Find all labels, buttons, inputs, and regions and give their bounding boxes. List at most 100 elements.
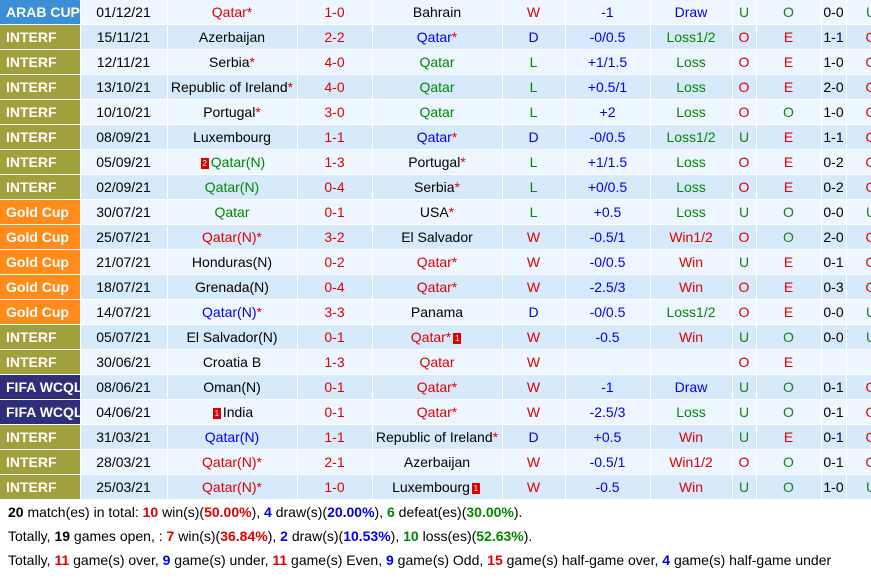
home-team[interactable]: Qatar(N)* [167,449,298,475]
league-badge[interactable]: INTERF [0,474,81,500]
away-team[interactable]: Qatar [372,99,503,125]
home-team[interactable]: Portugal* [167,99,298,125]
table-row[interactable]: INTERF 08/09/21 Luxembourg 1-1 Qatar* D -0/0.5… [0,124,871,150]
away-team[interactable]: Azerbaijan [372,449,503,475]
table-row[interactable]: FIFA WCQL 08/06/21 Oman(N) 0-1 Qatar* W -1 Draw… [0,374,871,400]
match-score[interactable]: 1-0 [297,0,373,25]
match-score[interactable]: 3-0 [297,99,373,125]
league-badge[interactable]: INTERF [0,349,81,375]
match-score[interactable]: 2-2 [297,24,373,50]
league-badge[interactable]: INTERF [0,124,81,150]
away-team[interactable]: Qatar* [372,399,503,425]
away-team[interactable]: Portugal* [372,149,503,175]
league-badge[interactable]: INTERF [0,49,81,75]
match-score[interactable]: 3-3 [297,299,373,325]
table-row[interactable]: INTERF 31/03/21 Qatar(N) 1-1 Republic of Ire… [0,424,871,450]
away-team[interactable]: Qatar [372,74,503,100]
home-team[interactable]: Qatar(N) [167,424,298,450]
league-badge[interactable]: INTERF [0,174,81,200]
table-row[interactable]: INTERF 02/09/21 Qatar(N) 0-4 Serbia* L +0/0.5 L… [0,174,871,200]
table-row[interactable]: Gold Cup 14/07/21 Qatar(N)* 3-3 Panama D -0/0.… [0,299,871,325]
away-team[interactable]: Qatar* [372,274,503,300]
league-badge[interactable]: INTERF [0,324,81,350]
match-score[interactable]: 0-1 [297,374,373,400]
away-team[interactable]: El Salvador [372,224,503,250]
league-badge[interactable]: Gold Cup [0,224,81,250]
table-row[interactable]: INTERF 10/10/21 Portugal* 3-0 Qatar L +2 Loss O O… [0,99,871,125]
table-row[interactable]: INTERF 15/11/21 Azerbaijan 2-2 Qatar* D -0/0.5… [0,24,871,50]
away-team[interactable]: Qatar* [372,124,503,150]
home-team[interactable]: Croatia B [167,349,298,375]
home-team[interactable]: Qatar(N)* [167,224,298,250]
league-badge[interactable]: FIFA WCQL [0,399,81,425]
home-team[interactable]: Qatar(N) [167,174,298,200]
match-score[interactable]: 0-1 [297,399,373,425]
match-score[interactable]: 0-2 [297,249,373,275]
table-row[interactable]: Gold Cup 18/07/21 Grenada(N) 0-4 Qatar* W -2.5… [0,274,871,300]
match-score[interactable]: 1-3 [297,149,373,175]
league-badge[interactable]: Gold Cup [0,274,81,300]
match-score[interactable]: 4-0 [297,49,373,75]
league-badge[interactable]: Gold Cup [0,199,81,225]
away-team[interactable]: Panama [372,299,503,325]
table-row[interactable]: Gold Cup 25/07/21 Qatar(N)* 3-2 El Salvador W… [0,224,871,250]
away-team[interactable]: Qatar* [372,249,503,275]
league-badge[interactable]: INTERF [0,149,81,175]
league-badge[interactable]: FIFA WCQL [0,374,81,400]
league-badge[interactable]: INTERF [0,424,81,450]
home-team[interactable]: Honduras(N) [167,249,298,275]
table-row[interactable]: INTERF 28/03/21 Qatar(N)* 2-1 Azerbaijan W -0.… [0,449,871,475]
league-badge[interactable]: INTERF [0,449,81,475]
home-team[interactable]: Qatar(N)* [167,474,298,500]
table-row[interactable]: INTERF 05/07/21 El Salvador(N) 0-1 Qatar* 1 W -… [0,324,871,350]
home-team[interactable]: Qatar [167,199,298,225]
home-team[interactable]: Qatar* [167,0,298,25]
home-team[interactable]: Oman(N) [167,374,298,400]
league-badge[interactable]: INTERF [0,99,81,125]
home-team[interactable]: Luxembourg [167,124,298,150]
away-team[interactable]: Bahrain [372,0,503,25]
match-score[interactable]: 0-1 [297,324,373,350]
match-score[interactable]: 0-1 [297,199,373,225]
league-badge[interactable]: ARAB CUP [0,0,81,25]
away-team[interactable]: USA* [372,199,503,225]
table-row[interactable]: INTERF 05/09/21 2 Qatar(N) 1-3 Portugal* L +1/1… [0,149,871,175]
away-team[interactable]: Qatar* [372,24,503,50]
table-row[interactable]: ARAB CUP 01/12/21 Qatar* 1-0 Bahrain W -1 Draw U… [0,0,871,25]
away-team[interactable]: Qatar* 1 [372,324,503,350]
home-team[interactable]: Republic of Ireland* [167,74,298,100]
away-team[interactable]: Republic of Ireland* [372,424,503,450]
match-score[interactable]: 4-0 [297,74,373,100]
match-score[interactable]: 3-2 [297,224,373,250]
league-badge[interactable]: INTERF [0,74,81,100]
away-team[interactable]: Qatar [372,349,503,375]
table-row[interactable]: FIFA WCQL 04/06/21 1 India 0-1 Qatar* W -2.5/3 L… [0,399,871,425]
table-row[interactable]: INTERF 12/11/21 Serbia* 4-0 Qatar L +1/1.5 Loss… [0,49,871,75]
league-badge[interactable]: INTERF [0,24,81,50]
league-badge[interactable]: Gold Cup [0,249,81,275]
home-team[interactable]: El Salvador(N) [167,324,298,350]
away-team[interactable]: Qatar* [372,374,503,400]
home-team[interactable]: Qatar(N)* [167,299,298,325]
table-row[interactable]: INTERF 30/06/21 Croatia B 1-3 Qatar W O E [0,349,871,375]
table-row[interactable]: Gold Cup 30/07/21 Qatar 0-1 USA* L +0.5 Loss U O 0… [0,199,871,225]
away-team[interactable]: Serbia* [372,174,503,200]
home-team[interactable]: Azerbaijan [167,24,298,50]
table-row[interactable]: INTERF 13/10/21 Republic of Ireland* 4-0 Qat… [0,74,871,100]
match-score[interactable]: 1-3 [297,349,373,375]
match-score[interactable]: 2-1 [297,449,373,475]
home-team[interactable]: 2 Qatar(N) [167,149,298,175]
table-row[interactable]: Gold Cup 21/07/21 Honduras(N) 0-2 Qatar* W -0/… [0,249,871,275]
match-score[interactable]: 1-1 [297,124,373,150]
match-score[interactable]: 0-4 [297,174,373,200]
home-team[interactable]: Serbia* [167,49,298,75]
table-row[interactable]: INTERF 25/03/21 Qatar(N)* 1-0 Luxembourg 1 W -0… [0,474,871,500]
match-score[interactable]: 1-0 [297,474,373,500]
home-team[interactable]: 1 India [167,399,298,425]
match-score[interactable]: 0-4 [297,274,373,300]
away-team[interactable]: Luxembourg 1 [372,474,503,500]
league-badge[interactable]: Gold Cup [0,299,81,325]
away-team[interactable]: Qatar [372,49,503,75]
home-team[interactable]: Grenada(N) [167,274,298,300]
match-score[interactable]: 1-1 [297,424,373,450]
